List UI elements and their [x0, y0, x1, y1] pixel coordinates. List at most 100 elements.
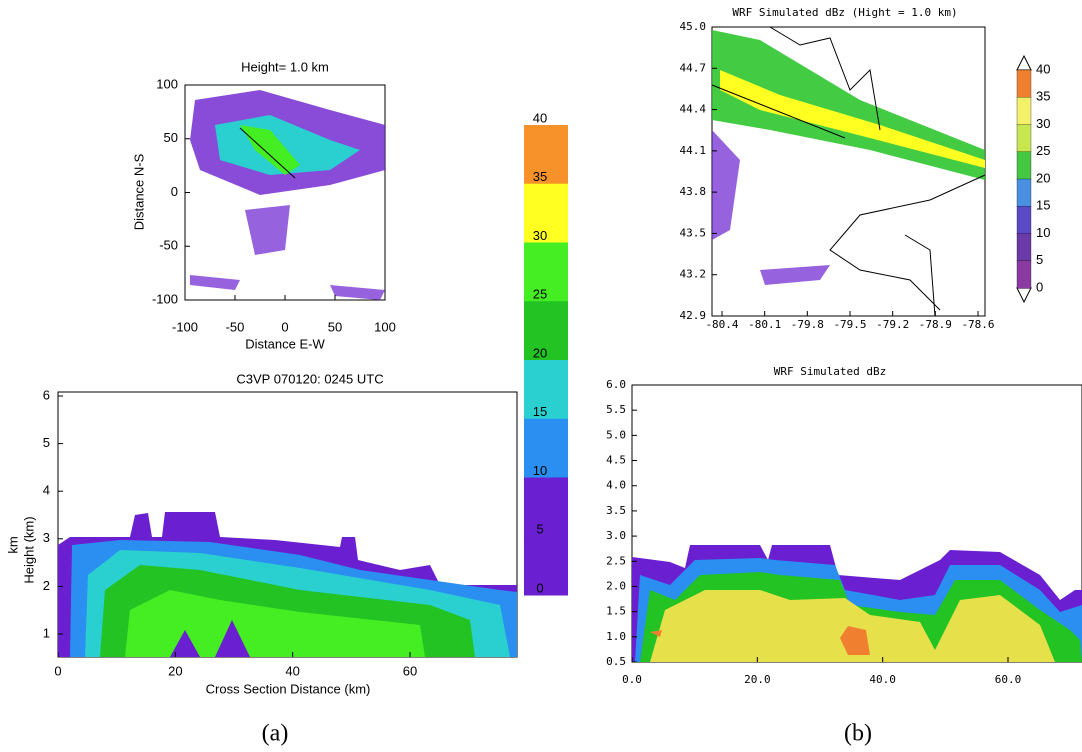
- colorbar-label: 30: [1036, 116, 1050, 131]
- colorbar-label: 10: [1036, 225, 1050, 240]
- colorbar-band: [524, 183, 568, 243]
- y-tick-label: 2.0: [606, 579, 626, 592]
- map-title: Height= 1.0 km: [241, 59, 329, 74]
- colorbar-cap: [1016, 54, 1032, 71]
- y-tick-label: 3: [43, 530, 50, 545]
- x-tick-label: -79.8: [791, 318, 824, 331]
- y-axis-label: Distance N-S: [131, 153, 146, 230]
- section-title: C3VP 070120: 0245 UTC: [236, 371, 383, 386]
- y-tick-label: -100: [152, 291, 178, 306]
- colorbar-band: [524, 242, 568, 302]
- y-tick-label: 2: [43, 578, 50, 593]
- y-tick-label: 1.5: [606, 605, 626, 618]
- y-tick-label: 43.5: [680, 226, 707, 239]
- y-tick-label: 44.1: [680, 144, 707, 157]
- caption: (a): [262, 721, 289, 747]
- colorbar-band: [524, 536, 568, 596]
- y-tick-label: 5: [43, 435, 50, 450]
- colorbar-band: [1016, 124, 1032, 153]
- colorbar-band: [1016, 151, 1032, 180]
- colorbar-label: 30: [533, 228, 547, 243]
- x-tick-label: 60.0: [995, 673, 1022, 686]
- x-tick-label: -79.5: [833, 318, 866, 331]
- y-axis-unit: km: [5, 536, 20, 553]
- x-tick-label: 20: [168, 663, 182, 678]
- colorbar-label: 0: [536, 580, 543, 595]
- x-tick-label: 0: [54, 663, 61, 678]
- section-title: WRF Simulated dBz: [774, 365, 887, 378]
- echo-layer: [650, 590, 1055, 662]
- colorbar-band: [1016, 69, 1032, 98]
- y-tick-label: 44.4: [680, 103, 707, 116]
- y-tick-label: 0.5: [606, 655, 626, 668]
- colorbar-label: 20: [1036, 170, 1050, 185]
- y-tick-label: -50: [159, 238, 178, 253]
- y-tick-label: 3.0: [606, 529, 626, 542]
- y-tick-label: 100: [156, 76, 178, 91]
- colorbar-label: 40: [533, 110, 547, 125]
- y-tick-label: 3.5: [606, 504, 626, 517]
- y-tick-label: 1.0: [606, 630, 626, 643]
- y-axis-label: Height (km): [21, 516, 36, 583]
- echo-layer: [125, 590, 425, 657]
- echo-area: [190, 205, 385, 300]
- cross-section-line: [711, 84, 846, 139]
- y-tick-label: 4.0: [606, 479, 626, 492]
- y-tick-label: 4: [43, 483, 50, 498]
- y-tick-label: 1: [43, 625, 50, 640]
- coastline: [769, 26, 986, 317]
- colorbar-band: [524, 477, 568, 537]
- x-tick-label: -100: [172, 319, 198, 334]
- echo-layer: [170, 620, 250, 657]
- colorbar-label: 25: [1036, 143, 1050, 158]
- echo-area: [720, 70, 985, 168]
- x-tick-label: 50: [328, 319, 342, 334]
- y-tick-label: 5.0: [606, 428, 626, 441]
- colorbar-label: 35: [1036, 89, 1050, 104]
- colorbar-label: 25: [533, 287, 547, 302]
- y-tick-label: 5.5: [606, 403, 626, 416]
- x-tick-label: 0: [281, 319, 288, 334]
- colorbar-label: 40: [1036, 61, 1050, 76]
- x-tick-label: 40.0: [869, 673, 896, 686]
- colorbar-label: 15: [1036, 198, 1050, 213]
- colorbar-band: [524, 418, 568, 478]
- map-title: WRF Simulated dBz (Hight = 1.0 km): [732, 6, 957, 19]
- echo-area: [240, 125, 300, 175]
- colorbar-band: [1016, 233, 1032, 262]
- y-tick-label: 43.2: [680, 268, 707, 281]
- x-tick-label: 60: [403, 663, 417, 678]
- y-tick-label: 43.8: [680, 185, 707, 198]
- x-tick-label: -78.6: [961, 318, 994, 331]
- colorbar-label: 5: [536, 522, 543, 537]
- y-tick-label: 45.0: [680, 20, 707, 33]
- x-tick-label: 20.0: [744, 673, 771, 686]
- x-axis-label: Cross Section Distance (km): [206, 681, 371, 696]
- x-tick-label: 0.0: [622, 673, 642, 686]
- x-tick-label: -80.1: [748, 318, 781, 331]
- colorbar-band: [524, 125, 568, 185]
- y-tick-label: 0: [171, 184, 178, 199]
- colorbar-label: 35: [533, 169, 547, 184]
- x-tick-label: 40: [285, 663, 299, 678]
- colorbar-label: 15: [533, 404, 547, 419]
- cross-section-line: [239, 127, 296, 179]
- colorbar-label: 5: [1036, 252, 1043, 267]
- y-tick-label: 2.5: [606, 554, 626, 567]
- x-tick-label: -80.4: [705, 318, 738, 331]
- colorbar-cap: [1016, 287, 1032, 304]
- colorbar-band: [1016, 178, 1032, 207]
- y-tick-label: 4.5: [606, 454, 626, 467]
- x-tick-label: -78.9: [919, 318, 952, 331]
- colorbar-label: 20: [533, 345, 547, 360]
- x-tick-label: -50: [226, 319, 245, 334]
- y-tick-label: 50: [164, 130, 178, 145]
- colorbar-label: 10: [533, 463, 547, 478]
- x-axis-label: Distance E-W: [245, 336, 325, 351]
- x-tick-label: -79.2: [876, 318, 909, 331]
- y-tick-label: 6.0: [606, 378, 626, 391]
- echo-core: [650, 626, 870, 655]
- y-tick-label: 6: [43, 387, 50, 402]
- colorbar-band: [1016, 97, 1032, 126]
